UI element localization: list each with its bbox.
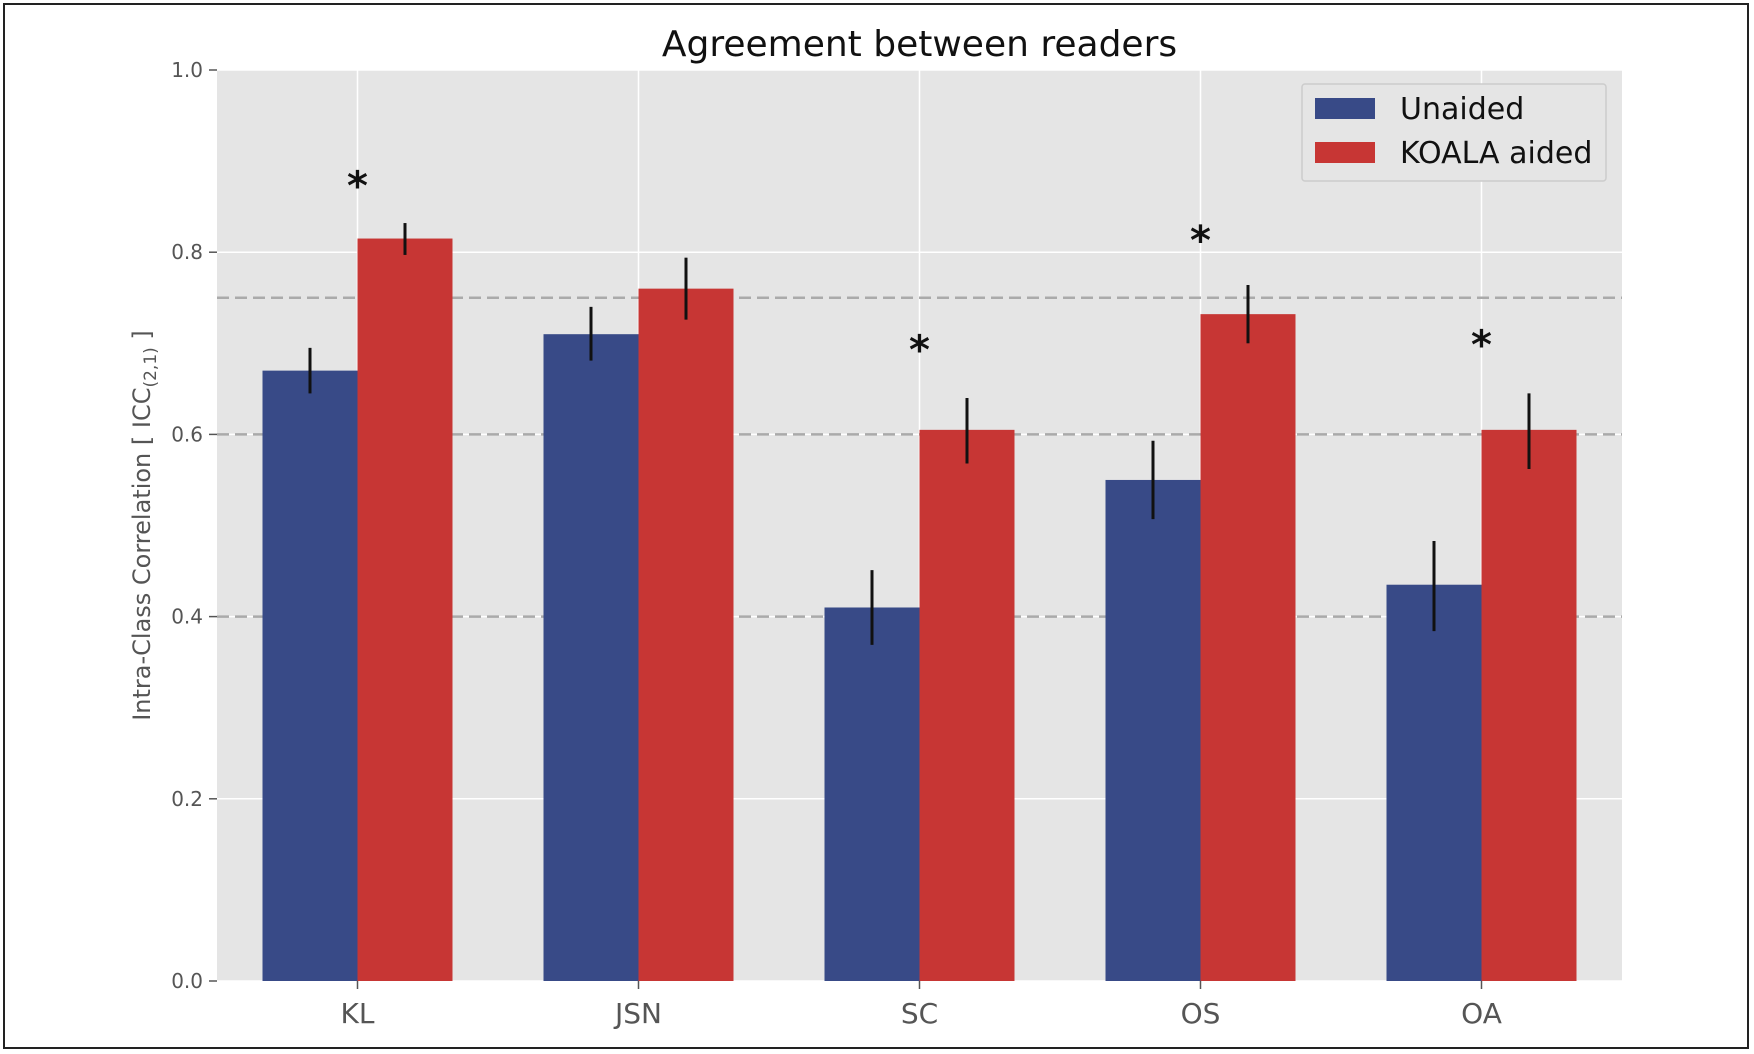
legend-label-koala-aided: KOALA aided <box>1400 136 1592 171</box>
bar-unaided-sc <box>824 607 920 981</box>
bar-koala-aided-jsn <box>638 288 734 981</box>
significance-star: * <box>909 327 930 373</box>
y-axis-label-subscript: (2,1) <box>141 347 161 387</box>
x-tick-label: SC <box>901 997 938 1030</box>
legend-swatch-unaided <box>1315 98 1375 119</box>
significance-star: * <box>347 163 368 209</box>
y-axis-ticks: 0.0 0.2 0.4 0.6 0.8 1.0 <box>171 58 217 993</box>
legend: Unaided KOALA aided <box>1301 83 1607 182</box>
y-tick-label: 0.2 <box>171 787 203 811</box>
bar-koala-aided-os <box>1200 314 1296 981</box>
significance-star: * <box>1190 218 1211 264</box>
x-tick-label: OS <box>1181 997 1221 1030</box>
bar-koala-aided-kl <box>357 238 453 981</box>
legend-label-unaided: Unaided <box>1400 92 1524 127</box>
x-tick-label: OA <box>1461 997 1502 1030</box>
y-tick-label: 1.0 <box>171 58 203 82</box>
bar-unaided-kl <box>262 370 358 981</box>
legend-swatch-koala-aided <box>1315 142 1375 163</box>
significance-star: * <box>1471 323 1492 369</box>
y-tick-label: 0.4 <box>171 605 203 629</box>
figure-frame <box>3 3 1749 1049</box>
bar-unaided-jsn <box>543 334 639 981</box>
x-tick-label: JSN <box>613 997 662 1030</box>
legend-box <box>1301 83 1607 182</box>
y-tick-label: 0.8 <box>171 240 203 264</box>
x-axis-ticks: KL JSN SC OS OA <box>341 981 1502 1030</box>
bar-unaided-oa <box>1386 584 1482 981</box>
bar-unaided-os <box>1105 479 1201 981</box>
y-tick-label: 0.0 <box>171 969 203 993</box>
y-axis-label-end: ] <box>128 330 156 347</box>
significance-markers: * * * * <box>347 163 1492 373</box>
bars <box>262 238 1577 982</box>
error-bars <box>308 223 1531 645</box>
bar-koala-aided-sc <box>919 429 1015 982</box>
y-axis-label-main: Intra-Class Correlation [ ICC <box>128 388 156 721</box>
chart-title: Agreement between readers <box>662 24 1177 65</box>
y-tick-label: 0.6 <box>171 422 203 446</box>
x-tick-label: KL <box>341 997 375 1030</box>
y-axis-label: Intra-Class Correlation [ ICC(2,1) ] <box>128 330 161 721</box>
bar-koala-aided-oa <box>1481 429 1577 982</box>
